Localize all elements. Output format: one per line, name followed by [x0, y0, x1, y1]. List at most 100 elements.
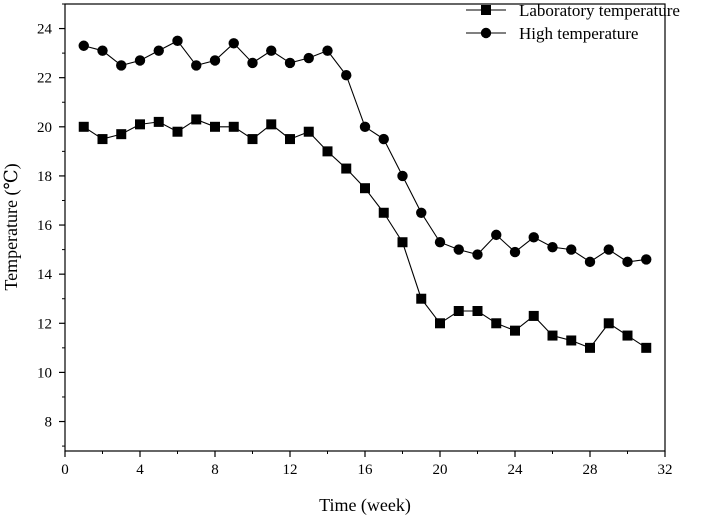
data-point	[153, 116, 164, 127]
data-point	[622, 330, 633, 341]
data-point	[78, 40, 89, 51]
x-tick-label: 16	[358, 462, 374, 478]
x-tick-label: 4	[136, 462, 144, 478]
plot-frame	[64, 3, 666, 452]
data-point	[116, 129, 127, 140]
data-point	[453, 306, 464, 317]
data-point	[97, 134, 108, 145]
data-point	[191, 60, 202, 71]
data-point	[566, 335, 577, 346]
data-point	[491, 229, 502, 241]
legend-item: Laboratory temperature	[466, 1, 680, 20]
tick-marks	[59, 3, 666, 457]
data-point	[435, 318, 445, 329]
data-point	[416, 207, 427, 218]
series-line	[83, 40, 647, 263]
x-tick-label: 8	[211, 462, 219, 478]
legend-item: High temperature	[466, 24, 638, 43]
data-point	[378, 207, 389, 218]
data-point	[397, 170, 408, 182]
data-point	[116, 60, 127, 71]
y-tick-label: 18	[37, 169, 52, 185]
y-tick-label: 10	[37, 365, 52, 381]
x-axis-title: Time (week)	[319, 495, 411, 516]
x-tick-label: 20	[433, 462, 448, 478]
data-point	[341, 70, 352, 81]
data-point	[153, 45, 164, 56]
data-point	[584, 256, 596, 268]
data-point	[472, 249, 483, 260]
data-point	[322, 146, 333, 157]
legend-label: High temperature	[519, 24, 638, 43]
data-point	[134, 55, 146, 66]
data-point	[135, 119, 145, 130]
data-point	[285, 134, 295, 145]
data-point	[453, 244, 464, 255]
data-point	[491, 318, 502, 329]
x-tick-label: 24	[508, 462, 524, 478]
x-tick-label: 32	[658, 462, 673, 478]
data-point	[210, 121, 220, 132]
x-tick-label: 12	[283, 462, 298, 478]
series-line	[83, 118, 647, 349]
x-tick-labels: 0 4 8 12 16 20 24 28 32	[61, 462, 672, 478]
data-point	[228, 121, 239, 132]
data-point	[359, 121, 371, 133]
data-point	[641, 342, 652, 353]
x-tick-label: 0	[61, 462, 69, 478]
data-point	[528, 310, 539, 321]
data-point	[322, 45, 333, 56]
legend-marker	[480, 27, 492, 39]
data-point	[78, 121, 89, 132]
data-point	[528, 232, 539, 243]
data-point	[603, 244, 614, 255]
y-tick-label: 22	[37, 71, 52, 87]
data-point	[341, 163, 352, 174]
legend-label: Laboratory temperature	[519, 1, 680, 20]
y-tick-labels: 8 10 12 14 16 18 20 22 24	[37, 22, 53, 431]
y-tick-label: 14	[37, 267, 53, 283]
data-point	[97, 45, 108, 56]
data-point	[266, 45, 277, 56]
data-point	[603, 318, 614, 329]
y-tick-label: 20	[37, 120, 52, 136]
axes	[64, 3, 666, 452]
data-point	[209, 55, 221, 66]
data-point	[547, 241, 558, 253]
data-point	[566, 244, 577, 255]
data-point	[191, 114, 202, 125]
series-1	[78, 114, 652, 353]
data-point	[585, 342, 595, 353]
y-tick-label: 24	[37, 22, 53, 38]
series-2	[78, 35, 652, 268]
legend: Laboratory temperature High temperature	[466, 1, 680, 43]
data-point	[247, 57, 258, 69]
data-point	[266, 119, 277, 130]
data-point	[397, 237, 408, 248]
data-point	[228, 38, 239, 49]
y-tick-label: 16	[37, 218, 53, 234]
data-point	[416, 293, 427, 304]
data-point	[434, 237, 446, 248]
data-point	[622, 256, 633, 268]
data-point	[303, 52, 314, 64]
data-point	[547, 330, 558, 341]
data-point	[509, 246, 521, 258]
data-point	[172, 35, 183, 47]
data-point	[472, 306, 483, 317]
data-point	[378, 133, 389, 145]
data-point	[641, 254, 652, 265]
legend-marker	[481, 5, 491, 15]
x-tick-label: 28	[583, 462, 598, 478]
y-tick-label: 8	[45, 415, 53, 431]
data-point	[247, 134, 258, 145]
data-point	[172, 126, 183, 137]
y-axis-title: Temperature (℃)	[1, 163, 22, 290]
series-group	[78, 35, 652, 353]
y-tick-label: 12	[37, 316, 52, 332]
data-point	[284, 57, 296, 69]
data-point	[360, 183, 370, 194]
data-point	[303, 126, 314, 137]
